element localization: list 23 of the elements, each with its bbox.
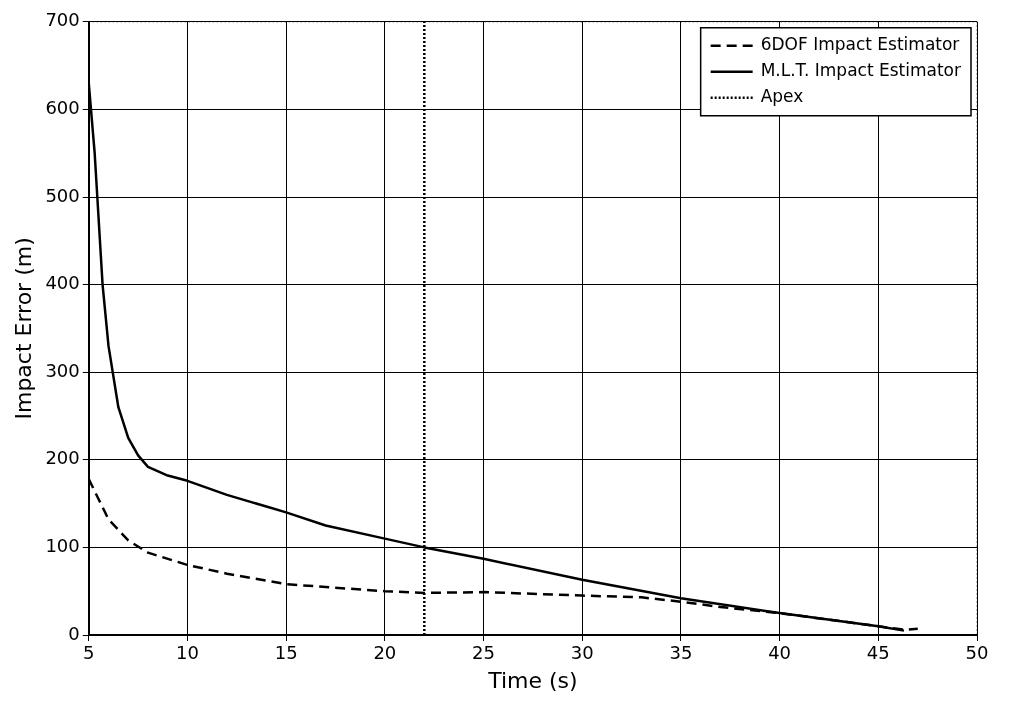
y-tick-label: 500 <box>45 184 80 206</box>
x-tick-label: 5 <box>83 642 95 664</box>
y-tick-label: 300 <box>45 359 80 381</box>
y-tick-label: 400 <box>45 272 80 294</box>
y-tick-label: 0 <box>68 622 80 644</box>
x-tick-label: 40 <box>768 642 792 664</box>
x-tick-label: 50 <box>965 642 989 664</box>
x-axis-title: Time (s) <box>487 667 578 693</box>
y-tick-label: 100 <box>45 535 80 557</box>
legend-label: M.L.T. Impact Estimator <box>760 60 962 81</box>
y-tick-label: 600 <box>45 97 80 119</box>
x-tick-label: 45 <box>866 642 890 664</box>
x-tick-label: 10 <box>176 642 199 664</box>
legend-label: 6DOF Impact Estimator <box>760 34 960 55</box>
x-tick-label: 25 <box>472 642 495 664</box>
y-tick-label: 700 <box>45 9 80 31</box>
x-tick-label: 15 <box>274 642 298 664</box>
y-tick-label: 200 <box>45 447 80 469</box>
y-axis-title: Impact Error (m) <box>10 237 36 420</box>
legend-label: Apex <box>760 86 804 107</box>
x-tick-label: 20 <box>373 642 397 664</box>
x-tick-label: 35 <box>669 642 693 664</box>
x-tick-label: 30 <box>570 642 594 664</box>
